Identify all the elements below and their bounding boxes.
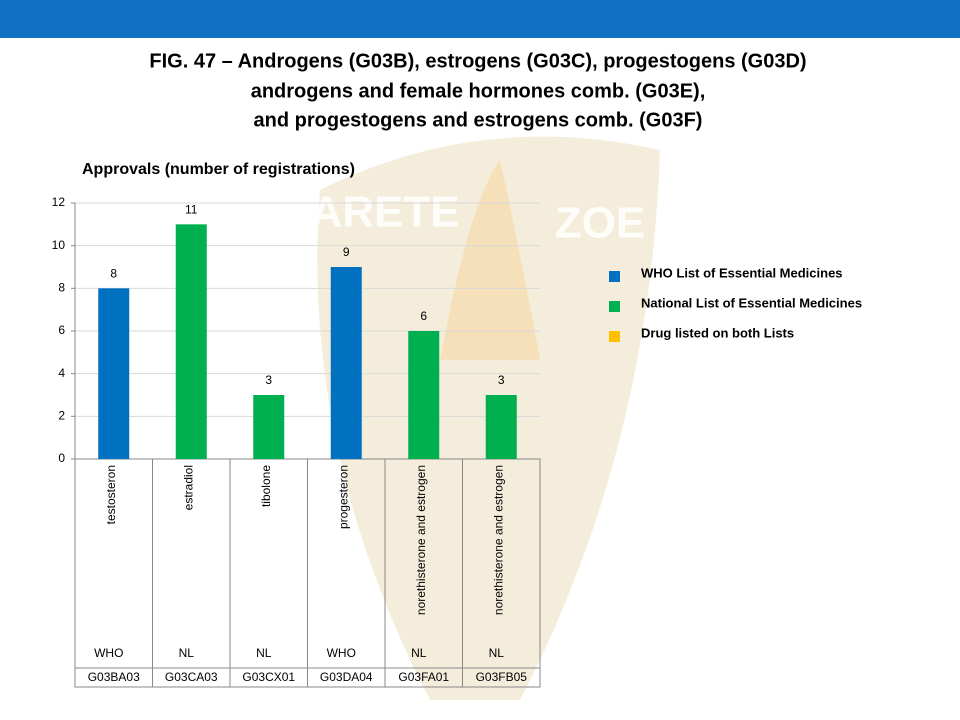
x-tick-label: testosteron [104, 465, 118, 524]
x-tick-label: norethisterone and estrogen [491, 465, 505, 615]
legend-swatch [609, 271, 620, 282]
y-tick-label: 8 [58, 281, 65, 295]
y-tick-label: 12 [52, 195, 66, 209]
chart-subtitle: Approvals (number of registrations) [82, 161, 355, 178]
legend-label: WHO List of Essential Medicines [641, 265, 843, 280]
code-label: G03CX01 [242, 670, 295, 684]
header-bar [0, 0, 960, 38]
list-label: NL [256, 646, 272, 660]
bar [253, 395, 285, 459]
bar [330, 267, 362, 459]
chart-title: androgens and female hormones comb. (G03… [251, 80, 706, 102]
data-label: 6 [420, 309, 427, 323]
data-label: 3 [265, 373, 272, 387]
legend-swatch [609, 331, 620, 342]
data-label: 9 [343, 245, 350, 259]
x-tick-label: norethisterone and estrogen [414, 465, 428, 615]
watermark-text: ZOE [555, 199, 645, 248]
chart-title: and progestogens and estrogens comb. (G0… [254, 109, 703, 131]
data-label: 3 [498, 373, 505, 387]
code-label: G03FA01 [398, 670, 449, 684]
list-label: NL [411, 646, 427, 660]
watermark-flame [440, 160, 540, 360]
bar [485, 395, 517, 459]
y-tick-label: 0 [58, 451, 65, 465]
y-tick-label: 6 [58, 323, 65, 337]
data-label: 8 [110, 267, 117, 281]
bar [98, 288, 130, 459]
legend-label: National List of Essential Medicines [641, 295, 862, 310]
code-label: G03CA03 [165, 670, 218, 684]
bar [175, 224, 207, 459]
watermark-text: ARETE [310, 188, 459, 237]
x-tick-label: progesteron [336, 465, 350, 529]
y-tick-label: 2 [58, 409, 65, 423]
list-label: WHO [327, 646, 356, 660]
chart-title: FIG. 47 – Androgens (G03B), estrogens (G… [149, 50, 806, 72]
legend-label: Drug listed on both Lists [641, 325, 794, 340]
x-tick-label: tibolone [259, 465, 273, 507]
code-label: G03BA03 [88, 670, 140, 684]
list-label: WHO [94, 646, 123, 660]
bar [408, 331, 440, 459]
y-tick-label: 10 [52, 238, 66, 252]
list-label: NL [179, 646, 195, 660]
y-tick-label: 4 [58, 366, 65, 380]
code-label: G03DA04 [320, 670, 373, 684]
code-label: G03FB05 [476, 670, 528, 684]
list-label: NL [489, 646, 505, 660]
data-label: 11 [185, 203, 198, 217]
x-tick-label: estradiol [181, 465, 195, 510]
legend-swatch [609, 301, 620, 312]
